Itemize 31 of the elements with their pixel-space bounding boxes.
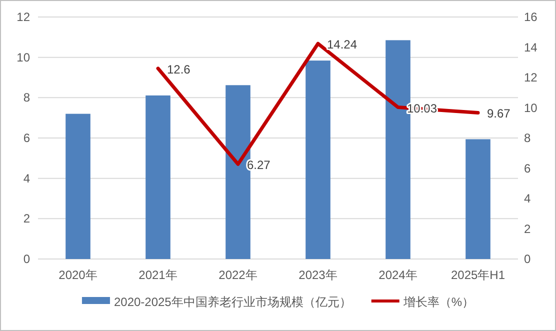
y2-tick-label: 16 xyxy=(524,10,538,24)
x-tick-label: 2020年 xyxy=(58,268,98,282)
y2-tick-label: 10 xyxy=(524,100,538,115)
y-tick-label: 10 xyxy=(16,50,30,64)
legend-label: 增长率（%） xyxy=(402,295,474,309)
bar xyxy=(466,139,490,259)
bar xyxy=(306,60,330,259)
y-tick-label: 6 xyxy=(23,131,30,145)
bar xyxy=(66,114,90,259)
y-tick-label: 12 xyxy=(16,10,30,24)
y2-tick-label: 8 xyxy=(524,131,531,145)
y2-tick-label: 6 xyxy=(524,161,531,176)
y-tick-label: 4 xyxy=(23,171,30,186)
x-tick-label: 2025年H1 xyxy=(450,268,506,282)
y2-tick-label: 14 xyxy=(524,40,538,54)
x-tick-label: 2022年 xyxy=(218,268,258,282)
y-tick-label: 8 xyxy=(23,90,30,105)
data-label: 9.67 xyxy=(487,106,511,121)
y2-tick-label: 12 xyxy=(524,70,538,84)
x-tick-label: 2021年 xyxy=(138,268,178,282)
y2-tick-label: 2 xyxy=(524,222,531,236)
y2-tick-label: 0 xyxy=(524,252,531,266)
data-label: 12.6 xyxy=(167,62,191,76)
x-tick-label: 2023年 xyxy=(298,268,338,282)
y2-tick-label: 4 xyxy=(524,192,531,206)
data-label: 14.24 xyxy=(327,38,358,52)
y-tick-label: 0 xyxy=(23,252,30,266)
y-tick-label: 2 xyxy=(23,212,30,226)
legend-label: 2020-2025年中国养老行业市场规模（亿元） xyxy=(114,295,352,309)
bar xyxy=(146,95,170,259)
x-tick-label: 2024年 xyxy=(378,268,418,282)
